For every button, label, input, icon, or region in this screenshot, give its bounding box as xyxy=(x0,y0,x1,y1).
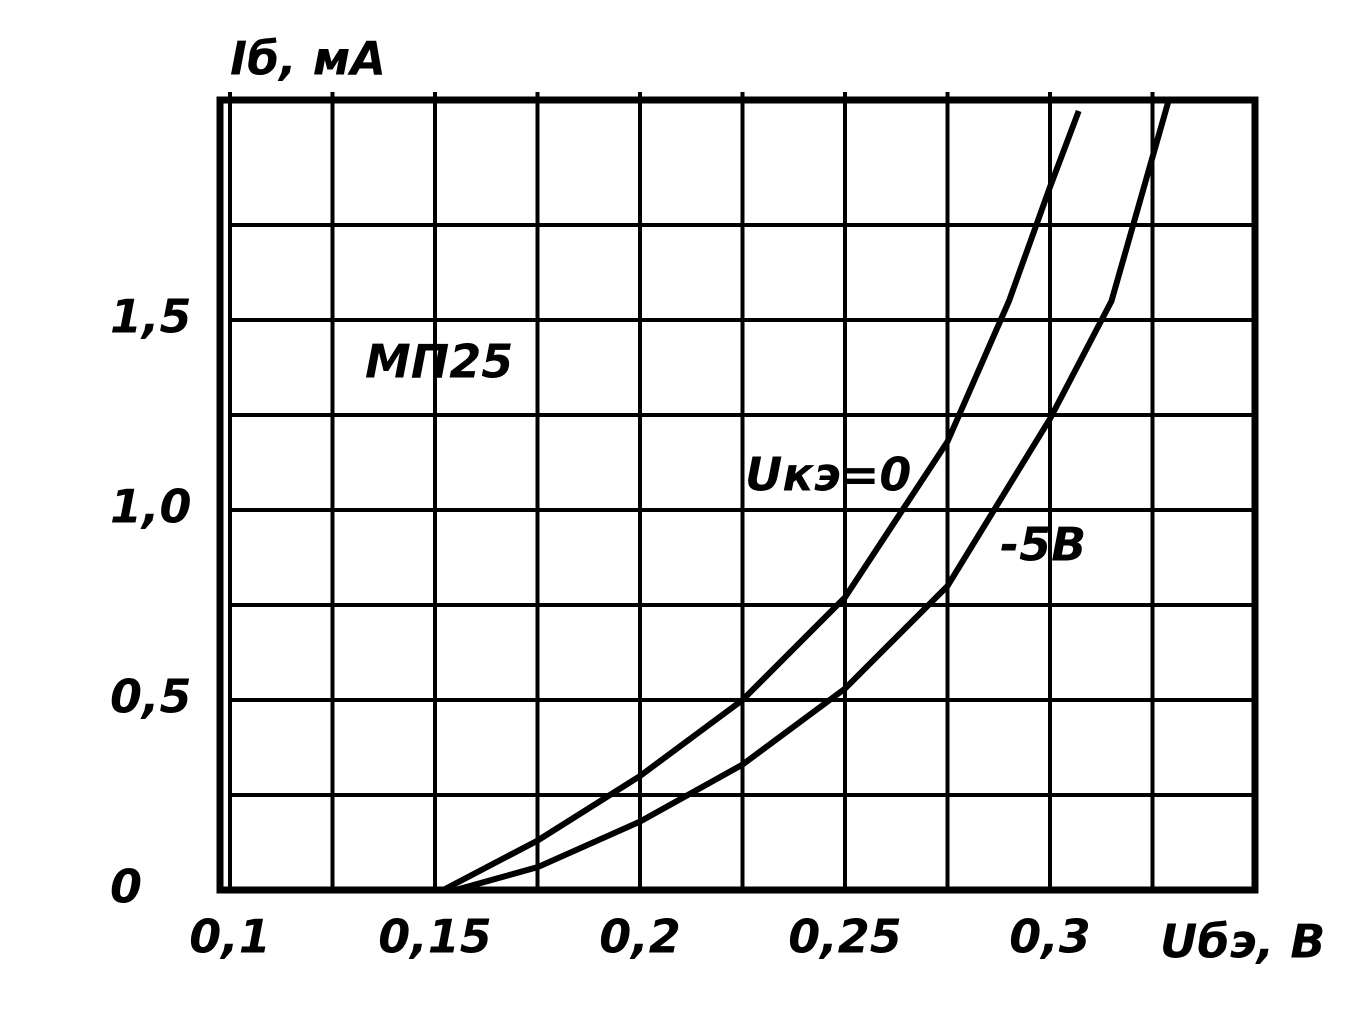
x-tick-label: 0,25 xyxy=(788,910,902,964)
y-tick-label: 1,0 xyxy=(110,480,192,534)
y-tick-label: 0 xyxy=(110,860,142,914)
series-line xyxy=(454,98,1172,893)
y-axis-label: Iб, мА xyxy=(230,32,386,86)
series-label: -5В xyxy=(1000,518,1086,572)
x-tick-label: 0,2 xyxy=(599,910,681,964)
x-axis-label: Uбэ, В xyxy=(1160,915,1325,969)
y-tick-label: 0,5 xyxy=(110,670,192,724)
series-line xyxy=(441,109,1082,893)
y-tick-label: 1,5 xyxy=(110,290,192,344)
x-tick-label: 0,15 xyxy=(378,910,492,964)
x-tick-label: 0,1 xyxy=(189,910,271,964)
plot-frame xyxy=(216,96,1259,894)
x-tick-label: 0,3 xyxy=(1009,910,1091,964)
annotation: МП25 xyxy=(365,335,513,389)
series-label: Uкэ=0 xyxy=(745,448,911,502)
